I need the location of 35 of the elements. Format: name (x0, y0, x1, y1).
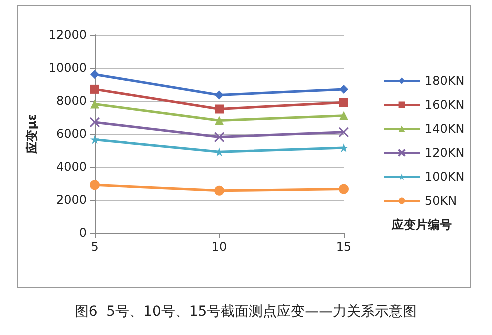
legend-label: 160KN (425, 98, 465, 112)
point (90, 70, 100, 80)
point (215, 104, 224, 114)
point (340, 84, 348, 94)
legend-label: 140KN (425, 122, 465, 136)
y-tick-label: 6000 (56, 127, 87, 141)
legend-label: 100KN (425, 170, 465, 184)
point (90, 117, 100, 128)
x-tick-label: 15 (336, 240, 352, 254)
point (215, 90, 224, 100)
x-tick-label: 10 (212, 240, 228, 254)
point (338, 127, 350, 138)
point (340, 98, 348, 108)
y-tick-label: 2000 (56, 193, 87, 207)
y-tick-label: 12000 (48, 28, 87, 42)
x-tick-label: 5 (91, 240, 99, 254)
point (215, 116, 224, 126)
point (214, 132, 225, 143)
y-axis-title: 应变με (24, 114, 39, 155)
y-tick-label: 10000 (48, 61, 87, 75)
y-tick-label: 0 (79, 226, 87, 240)
point (90, 84, 100, 94)
legend-label: 120KN (425, 146, 465, 160)
text: 图6 5号、10号、15号截面测点应变——力关系示意图 (74, 304, 418, 320)
point (90, 180, 100, 190)
y-tick-label: 8000 (56, 94, 87, 108)
legend-label: 180KN (425, 74, 465, 88)
point (214, 186, 224, 196)
legend-label: 50KN (425, 194, 458, 208)
point (340, 111, 348, 120)
point (90, 135, 100, 144)
y-tick-label: 4000 (56, 160, 87, 174)
x-axis-title: 应变片编号 (391, 218, 452, 232)
point (90, 100, 100, 109)
point (339, 184, 349, 194)
